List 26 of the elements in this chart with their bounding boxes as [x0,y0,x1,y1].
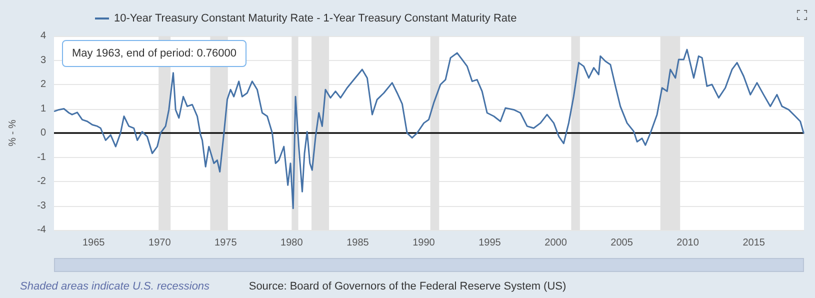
source-note: Source: Board of Governors of the Federal Reserve System (US) [248,280,566,292]
text: Shaded areas indicate U.S. recessions [20,280,210,292]
x-tick-label: 2015 [742,238,766,248]
y-tick-label: 2 [40,79,46,90]
annotation: May 1963, end of period: 0.76000 [72,48,237,60]
y-tick-label: 1 [40,103,46,114]
x-tick-label: 1975 [214,238,238,248]
x-tick-label: 1965 [82,238,106,248]
legend-label: 10-Year Treasury Constant Maturity Rate - 1-Year Treasury Constant Maturity Rate [114,12,517,24]
x-tick-label: 1995 [478,238,502,248]
y-tick-label: -1 [37,152,46,163]
x-tick-label: 1985 [346,238,370,248]
y-tick-label: -3 [37,200,46,212]
y-tick-label: 3 [40,54,46,66]
x-tick-label: 2005 [610,238,634,248]
y-tick-label: 4 [40,30,46,42]
x-tick-label: 1990 [412,238,436,248]
x-tick-label: 1970 [148,238,172,248]
y-axis-title: % - % [8,120,18,146]
y-tick-label: -2 [37,176,46,187]
line-series [54,48,804,210]
y-tick-label: 0 [40,128,46,138]
y-tick-label: -4 [37,224,46,236]
x-tick-label: 2000 [544,238,568,248]
x-tick-label: 1980 [280,238,304,248]
x-tick-label: 2010 [676,238,700,248]
